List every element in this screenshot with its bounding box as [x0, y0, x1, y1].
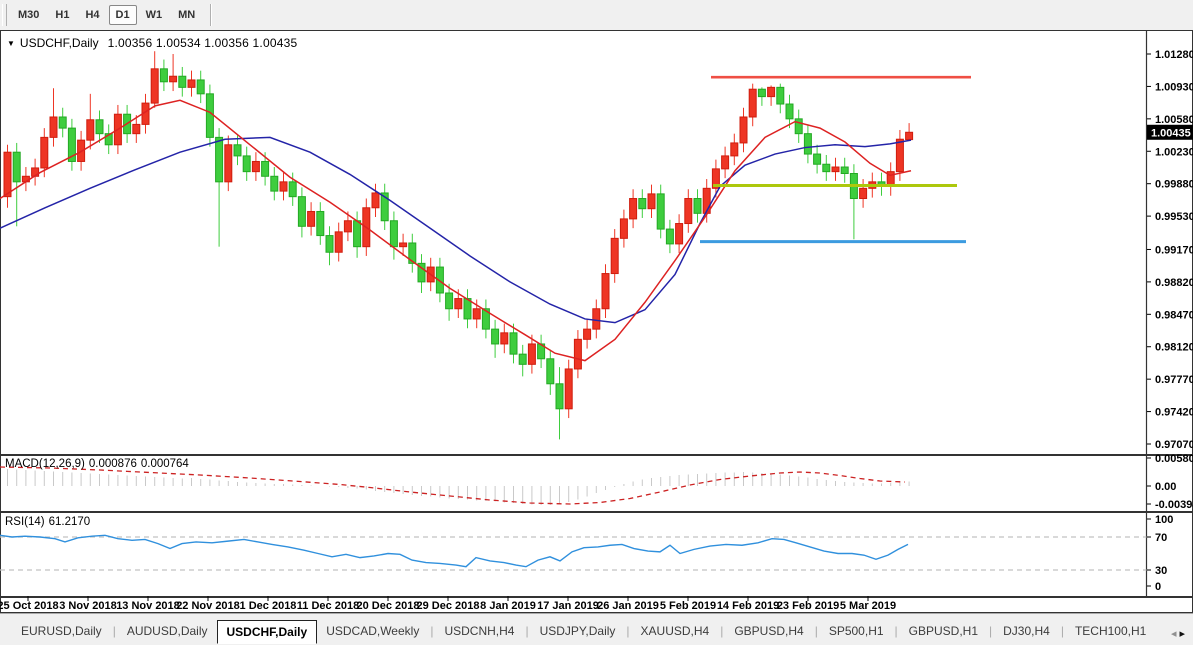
tab-usdjpy-daily[interactable]: USDJPY,Daily: [539, 624, 616, 638]
tab-sp500-h1[interactable]: SP500,H1: [828, 624, 884, 638]
svg-text:1.00435: 1.00435: [1151, 127, 1191, 139]
svg-text:0.99880: 0.99880: [1155, 179, 1193, 191]
tab-gbpusd-h1[interactable]: GBPUSD,H1: [908, 624, 979, 638]
svg-text:0.98470: 0.98470: [1155, 309, 1193, 321]
svg-text:100: 100: [1155, 514, 1173, 526]
moving-averages: [0, 99, 912, 362]
price-chart-canvas[interactable]: 1.01280 1.00930 1.00580 1.00230 0.99880 0.995…: [0, 30, 1193, 613]
svg-text:1 Dec 2018: 1 Dec 2018: [240, 600, 297, 612]
macd-header: MACD(12,26,9) 0.000876 0.000764: [5, 458, 193, 470]
timeframe-d1-button[interactable]: D1: [108, 5, 137, 25]
svg-text:25 Oct 2018: 25 Oct 2018: [0, 600, 59, 612]
svg-text:1.01280: 1.01280: [1155, 49, 1193, 61]
tab-eurusd-daily[interactable]: EURUSD,Daily: [21, 624, 102, 638]
svg-text:8 Jan 2019: 8 Jan 2019: [480, 600, 536, 612]
svg-text:11 Dec 2018: 11 Dec 2018: [297, 600, 359, 612]
chart-window[interactable]: 1.01280 1.00930 1.00580 1.00230 0.99880 0.995…: [0, 30, 1193, 613]
svg-text:0.98120: 0.98120: [1155, 342, 1193, 354]
svg-text:29 Dec 2018: 29 Dec 2018: [417, 600, 480, 612]
svg-text:0.98820: 0.98820: [1155, 277, 1193, 289]
timeframe-toolbar: M30 H1 H4 D1 W1 MN: [0, 0, 1193, 31]
tab-dj30-h4[interactable]: DJ30,H4: [1003, 624, 1050, 638]
svg-text:5 Mar 2019: 5 Mar 2019: [840, 600, 896, 612]
rsi-header: RSI(14) 61.2170: [5, 516, 94, 528]
timeframe-mn-button[interactable]: MN: [178, 9, 196, 21]
chart-tab-bar: EURUSD,Daily | AUDUSD,Daily USDCHF,Daily USD…: [0, 613, 1193, 645]
collapse-triangle-icon[interactable]: ▼: [7, 39, 15, 48]
timeframe-h4-button[interactable]: H4: [85, 9, 100, 21]
svg-text:0.97420: 0.97420: [1155, 407, 1193, 419]
svg-text:70: 70: [1155, 532, 1167, 544]
timeframe-buttons: M30 H1 H4 D1 W1 MN: [10, 5, 203, 25]
current-price-badge: [1147, 124, 1193, 140]
svg-text:0.99530: 0.99530: [1155, 211, 1193, 223]
macd-label: MACD(12,26,9): [5, 458, 85, 470]
svg-text:13 Nov 2018: 13 Nov 2018: [116, 600, 180, 612]
toolbar-separator: [210, 4, 212, 26]
panel-borders: [0, 30, 1193, 613]
svg-text:1.00930: 1.00930: [1155, 81, 1193, 93]
svg-text:0.005802: 0.005802: [1155, 453, 1193, 465]
tab-usdcad-weekly[interactable]: USDCAD,Weekly: [326, 624, 420, 638]
tab-audusd-daily[interactable]: AUDUSD,Daily: [126, 624, 208, 638]
tab-divider: |: [894, 624, 898, 638]
chart-title: ▼ USDCHF,Daily 1.00356 1.00534 1.00356 1.0…: [7, 36, 297, 50]
timeframe-m30-button[interactable]: M30: [18, 9, 40, 21]
macd-signal-value: 0.000764: [140, 458, 189, 470]
price-axis[interactable]: 1.01280 1.00930 1.00580 1.00230 0.99880 0.995…: [1147, 49, 1193, 451]
svg-text:17 Jan 2019: 17 Jan 2019: [537, 600, 599, 612]
timeframe-h1-button[interactable]: H1: [55, 9, 70, 21]
svg-text:1.00580: 1.00580: [1155, 114, 1193, 126]
tab-divider: |: [989, 624, 993, 638]
svg-text:3 Nov 2018: 3 Nov 2018: [59, 600, 116, 612]
svg-text:0.00: 0.00: [1155, 481, 1176, 493]
svg-text:0.99170: 0.99170: [1155, 244, 1193, 256]
rsi-level-lines: [0, 536, 1147, 571]
svg-text:0: 0: [1155, 581, 1161, 593]
tab-divider: |: [814, 624, 818, 638]
candlesticks: [3, 51, 914, 440]
svg-text:30: 30: [1155, 565, 1167, 577]
tab-gbpusd-h4[interactable]: GBPUSD,H4: [734, 624, 804, 638]
svg-text:1.00230: 1.00230: [1155, 146, 1193, 158]
tab-divider: |: [1060, 624, 1064, 638]
tab-divider: |: [525, 624, 529, 638]
tab-divider: |: [626, 624, 630, 638]
tab-divider: |: [112, 624, 116, 638]
rsi-line: [0, 534, 909, 568]
tab-scroll-right-icon[interactable]: ▸: [1179, 628, 1188, 640]
tab-usdcnh-h4[interactable]: USDCNH,H4: [444, 624, 515, 638]
svg-text:5 Feb 2019: 5 Feb 2019: [660, 600, 716, 612]
ohlc-values: 1.00356 1.00534 1.00356 1.00435: [107, 36, 298, 50]
tab-scroll-left-icon[interactable]: ◂: [1170, 628, 1180, 640]
rsi-axis: 100 70 30 0: [1147, 514, 1173, 593]
svg-text:-0.003945: -0.003945: [1155, 499, 1193, 511]
tab-usdchf-daily[interactable]: USDCHF,Daily: [216, 620, 318, 644]
svg-text:23 Feb 2019: 23 Feb 2019: [777, 600, 839, 612]
toolbar-grip-icon[interactable]: [2, 4, 7, 26]
macd-histogram: [7, 469, 910, 505]
tab-divider: |: [430, 624, 434, 638]
macd-signal-line: [0, 466, 906, 505]
tab-xauusd-h4[interactable]: XAUUSD,H4: [640, 624, 710, 638]
tab-divider: |: [720, 624, 724, 638]
rsi-label: RSI(14): [5, 516, 45, 528]
macd-main-value: 0.000876: [88, 458, 137, 470]
tab-scroll-arrows: ◂▸: [1171, 627, 1188, 640]
svg-text:0.97070: 0.97070: [1155, 439, 1193, 451]
trend-level-lines[interactable]: [700, 75, 971, 244]
svg-text:20 Dec 2018: 20 Dec 2018: [357, 600, 420, 612]
timeframe-w1-button[interactable]: W1: [145, 9, 163, 21]
rsi-value: 61.2170: [48, 516, 91, 528]
tab-tech100-h1[interactable]: TECH100,H1: [1074, 624, 1147, 638]
macd-axis: 0.005802 0.00 -0.003945: [1147, 453, 1193, 511]
svg-text:26 Jan 2019: 26 Jan 2019: [597, 600, 659, 612]
chart-tabs: EURUSD,Daily | AUDUSD,Daily USDCHF,Daily USD…: [12, 620, 1147, 644]
symbol-label: USDCHF,Daily: [19, 36, 99, 50]
svg-text:14 Feb 2019: 14 Feb 2019: [717, 600, 779, 612]
svg-text:0.97770: 0.97770: [1155, 374, 1193, 386]
svg-text:22 Nov 2018: 22 Nov 2018: [176, 600, 240, 612]
